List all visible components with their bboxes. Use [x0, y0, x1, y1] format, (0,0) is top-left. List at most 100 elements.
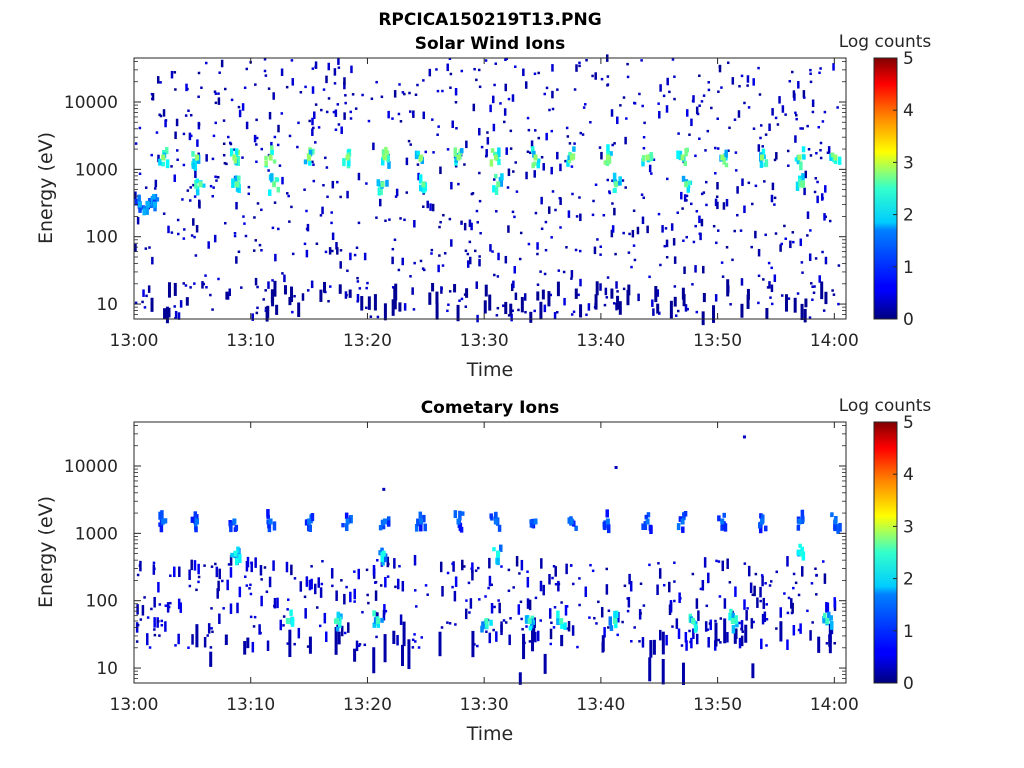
data-pixel	[681, 526, 685, 533]
noise-pixel	[675, 618, 679, 629]
noise-pixel	[195, 225, 199, 233]
data-pixel	[678, 150, 683, 161]
noise-pixel	[255, 136, 259, 140]
noise-pixel	[242, 215, 245, 218]
noise-pixel	[704, 621, 708, 632]
noise-pixel	[512, 170, 515, 173]
data-pixel	[645, 518, 650, 525]
data-pixel	[341, 523, 345, 528]
noise-pixel	[684, 631, 688, 643]
noise-pixel	[626, 62, 629, 66]
noise-pixel	[802, 90, 806, 98]
data-pixel	[198, 181, 203, 188]
noise-pixel	[466, 260, 470, 268]
noise-pixel	[237, 250, 241, 253]
noise-pixel	[597, 600, 600, 604]
y-tick-label: 100	[86, 592, 118, 612]
noise-pixel	[765, 603, 768, 606]
noise-pixel	[333, 68, 337, 76]
noise-pixel	[833, 597, 836, 608]
noise-pixel	[822, 560, 825, 563]
noise-pixel	[222, 119, 226, 122]
data-pixel	[641, 523, 645, 530]
noise-pixel	[394, 195, 398, 198]
noise-pixel	[509, 617, 512, 620]
noise-pixel	[692, 240, 696, 244]
data-pixel	[691, 617, 696, 624]
noise-pixel	[759, 599, 762, 603]
noise-pixel	[424, 584, 428, 587]
noise-pixel	[163, 308, 167, 320]
noise-pixel	[450, 239, 453, 247]
noise-pixel	[290, 205, 293, 209]
noise-pixel	[299, 581, 303, 592]
noise-pixel	[740, 627, 743, 631]
noise-pixel	[799, 623, 802, 634]
noise-pixel	[353, 648, 357, 662]
data-pixel	[339, 613, 343, 620]
cometary-panel: Cometary Ions 13:00 13:10 13:20 13:30 13:40 1…	[35, 396, 931, 745]
data-pixel	[764, 159, 769, 168]
noise-pixel	[339, 249, 343, 252]
noise-pixel	[446, 63, 449, 72]
noise-pixel	[448, 290, 452, 293]
cometary-x-axis: 13:00 13:10 13:20 13:30 13:40 13:50 14:00	[110, 422, 859, 715]
noise-pixel	[533, 309, 536, 313]
noise-pixel	[372, 142, 375, 151]
noise-pixel	[765, 618, 769, 621]
noise-pixel	[454, 87, 458, 96]
x-tick-label: 13:10	[226, 331, 275, 351]
y-tick-label: 10000	[64, 93, 118, 113]
noise-pixel	[630, 639, 633, 643]
noise-pixel	[799, 127, 802, 130]
noise-pixel	[496, 306, 500, 310]
noise-pixel	[503, 120, 506, 124]
noise-pixel	[464, 249, 468, 253]
noise-pixel	[600, 77, 604, 81]
noise-pixel	[651, 299, 654, 307]
noise-pixel	[786, 556, 789, 567]
noise-pixel	[814, 177, 818, 180]
data-pixel	[492, 185, 496, 193]
noise-pixel	[175, 118, 179, 127]
noise-pixel	[495, 210, 498, 213]
noise-pixel	[167, 225, 170, 234]
noise-pixel	[158, 603, 162, 606]
cometary-xlabel: Time	[466, 723, 514, 745]
noise-pixel	[437, 264, 440, 273]
noise-pixel	[412, 308, 416, 311]
noise-pixel	[337, 57, 340, 65]
noise-pixel	[322, 183, 325, 187]
noise-pixel	[189, 186, 192, 189]
noise-pixel	[504, 621, 508, 624]
noise-pixel	[812, 291, 816, 295]
noise-pixel	[578, 64, 581, 68]
noise-pixel	[695, 598, 699, 609]
noise-pixel	[492, 628, 495, 632]
noise-pixel	[431, 282, 435, 292]
noise-pixel	[204, 274, 207, 277]
noise-pixel	[495, 631, 498, 642]
noise-pixel	[438, 225, 441, 229]
noise-pixel	[726, 632, 729, 643]
noise-pixel	[178, 566, 181, 578]
data-pixel	[606, 144, 610, 154]
noise-pixel	[353, 588, 356, 600]
noise-pixel	[605, 296, 609, 299]
noise-pixel	[447, 303, 450, 306]
noise-pixel	[578, 61, 581, 65]
noise-pixel	[252, 625, 256, 628]
noise-pixel	[382, 487, 386, 491]
colorbar-tick-label: 4	[903, 465, 914, 485]
noise-pixel	[565, 246, 568, 249]
noise-pixel	[837, 302, 840, 306]
noise-pixel	[757, 144, 761, 152]
noise-pixel	[779, 621, 783, 642]
noise-pixel	[357, 644, 361, 648]
noise-pixel	[465, 288, 469, 298]
noise-pixel	[570, 270, 574, 278]
noise-pixel	[543, 92, 546, 96]
data-pixel	[759, 161, 764, 168]
noise-pixel	[361, 93, 364, 97]
noise-pixel	[353, 253, 357, 257]
